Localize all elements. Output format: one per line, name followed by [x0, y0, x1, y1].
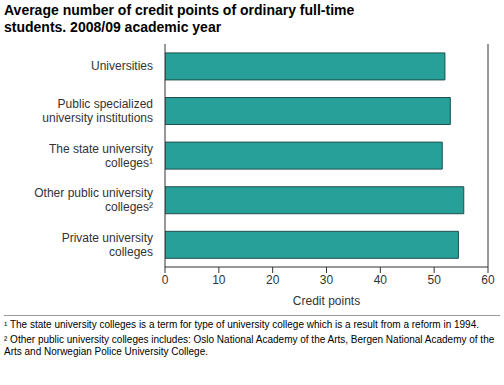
svg-text:colleges: colleges [109, 245, 153, 259]
svg-text:0: 0 [162, 273, 169, 287]
html-text:² Other public university coll: ² Other public university colleges inclu… [4, 334, 495, 357]
svg-text:Public specialized: Public specialized [58, 97, 153, 111]
html-text:¹ The state university college: ¹ The state university colleges is a ter… [4, 319, 479, 330]
svg-text:Private university: Private university [62, 231, 153, 245]
svg-text:50: 50 [427, 273, 441, 287]
svg-text:Universities: Universities [91, 59, 153, 73]
svg-text:60: 60 [481, 273, 495, 287]
svg-text:Other public university: Other public university [34, 186, 153, 200]
svg-text:colleges¹: colleges¹ [105, 156, 153, 170]
svg-text:40: 40 [374, 273, 388, 287]
svg-text:10: 10 [212, 273, 226, 287]
svg-text:colleges²: colleges² [105, 200, 153, 214]
svg-text:20: 20 [266, 273, 280, 287]
svg-text:university institutions: university institutions [42, 111, 153, 125]
svg-text:30: 30 [320, 273, 334, 287]
html-text:Average number of credit point: Average number of credit points of ordin… [4, 2, 355, 35]
svg-text:Credit points: Credit points [293, 294, 360, 308]
svg-text:The state university: The state university [49, 142, 153, 156]
